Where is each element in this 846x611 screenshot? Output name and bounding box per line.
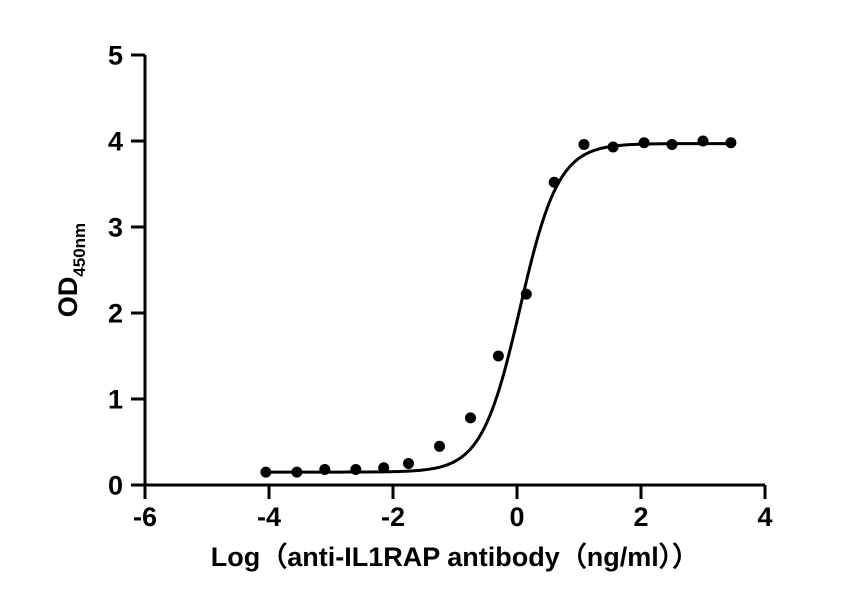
data-point	[291, 467, 302, 478]
data-point	[698, 136, 709, 147]
data-point	[725, 137, 736, 148]
data-point	[493, 351, 504, 362]
data-point	[667, 139, 678, 150]
x-tick-label: -6	[133, 502, 157, 532]
y-tick-label: 0	[108, 470, 123, 500]
y-tick-label: 5	[108, 40, 123, 70]
fit-curve	[263, 144, 734, 473]
data-point	[403, 458, 414, 469]
data-point	[378, 462, 389, 473]
x-axis-label: Log（anti-IL1RAP antibody（ng/ml））	[211, 542, 700, 572]
data-point	[608, 142, 619, 153]
y-tick-label: 2	[108, 298, 123, 328]
y-axis-label: OD450nm	[53, 223, 89, 317]
data-point	[319, 464, 330, 475]
data-point	[350, 464, 361, 475]
chart-container: { "chart": { "type": "scatter", "backgro…	[0, 0, 846, 611]
data-point	[521, 289, 532, 300]
y-tick-label: 1	[108, 384, 123, 414]
x-tick-label: 2	[633, 502, 648, 532]
chart-svg: -6 -4 -2 0 2 4 0 1 2 3 4 5 Log（anti-IL1RAP antibody（…	[0, 0, 846, 611]
data-point	[260, 467, 271, 478]
x-tick-label: 0	[509, 502, 524, 532]
y-tick-label: 3	[108, 212, 123, 242]
data-point	[639, 137, 650, 148]
data-point	[465, 412, 476, 423]
x-tick-label: 4	[757, 502, 772, 532]
data-point	[578, 139, 589, 150]
data-point	[549, 177, 560, 188]
y-tick-label: 4	[108, 126, 123, 156]
data-point	[434, 441, 445, 452]
x-tick-label: -2	[381, 502, 405, 532]
x-tick-label: -4	[257, 502, 281, 532]
